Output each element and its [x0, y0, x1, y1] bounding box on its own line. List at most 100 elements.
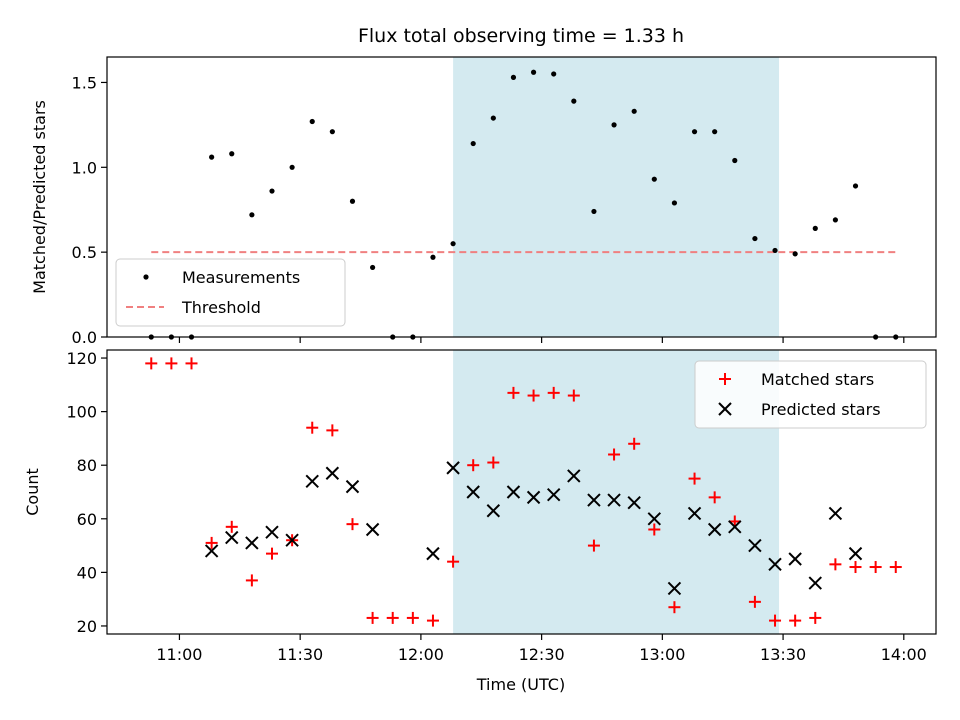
measurement-point: [631, 108, 637, 114]
predicted-star-point: [526, 490, 541, 505]
bottom-legend-box: [694, 360, 927, 429]
measurement-point: [852, 183, 859, 189]
matched-star-point: [507, 386, 520, 399]
measurement-point: [370, 264, 376, 271]
top-y-tick-label: 0.5: [72, 243, 97, 262]
measurement-point: [571, 98, 577, 104]
predicted-stars-legend-marker: [718, 402, 732, 416]
bottom-legend: Matched stars Predicted stars: [694, 360, 927, 429]
predicted-star-point: [667, 581, 682, 596]
predicted-star-point: [345, 479, 360, 494]
measurement-point: [671, 200, 678, 206]
x-tick-label: 14:00: [881, 645, 927, 664]
measurement-point: [551, 71, 557, 77]
predicted-star-point: [788, 552, 802, 566]
matched-star-point: [789, 614, 802, 627]
measurement-point: [752, 235, 758, 242]
matched-star-point: [829, 558, 842, 571]
matched-star-point: [769, 614, 782, 627]
bottom-y-tick-label: 20: [77, 617, 97, 636]
x-tick-label: 11:30: [277, 645, 323, 664]
measurement-point: [309, 118, 315, 125]
measurement-point: [349, 198, 356, 204]
top-highlight-span: [453, 57, 780, 337]
matched-stars-legend-label: Matched stars: [761, 370, 874, 389]
x-tick-label: 13:30: [760, 645, 806, 664]
matched-star-point: [185, 357, 198, 370]
predicted-star-point: [627, 496, 641, 510]
matched-star-point: [889, 561, 902, 574]
matched-star-point: [688, 472, 701, 485]
x-tick-label: 12:30: [519, 645, 565, 664]
predicted-star-point: [265, 525, 279, 539]
matched-star-point: [487, 456, 500, 469]
measurement-point: [651, 176, 657, 182]
top-plot-area: [148, 57, 899, 340]
x-tick-label: 13:00: [639, 645, 685, 664]
measurement-point: [530, 69, 537, 75]
predicted-star-point: [567, 469, 581, 483]
measurements-legend-marker: [143, 274, 149, 280]
predicted-star-point: [245, 536, 259, 550]
bottom-y-tick-label: 60: [77, 510, 97, 529]
measurement-point: [732, 157, 738, 164]
predicted-star-point: [486, 504, 501, 518]
measurement-point: [269, 188, 275, 194]
matched-star-point: [628, 437, 641, 450]
measurement-point: [832, 217, 838, 223]
matched-star-point: [608, 448, 621, 461]
measurement-point: [691, 129, 698, 135]
matched-star-point: [205, 536, 218, 549]
predicted-star-point: [828, 506, 843, 521]
chart-title: Flux total observing time = 1.33 h: [358, 25, 684, 47]
predicted-star-point: [546, 487, 561, 502]
measurement-point: [712, 129, 718, 135]
top-axes-frame: [106, 56, 937, 338]
x-axis-label: Time (UTC): [476, 675, 565, 694]
bottom-panel: 20 40 60 80 100 120 11:00 11:30 12:00 12:30 13:00…: [23, 349, 937, 694]
measurement-point: [289, 164, 295, 170]
measurement-point: [249, 212, 255, 218]
measurement-point: [430, 254, 436, 260]
matched-star-point: [306, 421, 319, 434]
bottom-axes-frame: [106, 349, 937, 635]
matched-star-point: [165, 357, 178, 370]
matched-star-point: [708, 491, 721, 504]
predicted-star-point: [204, 544, 219, 558]
predicted-star-point: [687, 506, 702, 521]
bottom-y-tick-label: 80: [77, 456, 97, 475]
predicted-star-point: [748, 538, 762, 553]
matched-star-point: [527, 389, 540, 402]
top-y-tick-label: 1.0: [72, 158, 97, 177]
matched-star-point: [587, 539, 600, 552]
bottom-y-tick-label: 40: [77, 563, 97, 582]
matched-star-point: [447, 555, 460, 568]
measurement-point: [611, 122, 617, 128]
measurement-point: [772, 247, 778, 254]
predicted-star-point: [466, 485, 480, 499]
predicted-star-point: [225, 530, 239, 545]
predicted-stars-legend-label: Predicted stars: [761, 400, 881, 419]
predicted-star-point: [848, 546, 863, 561]
predicted-star-point: [647, 512, 662, 526]
predicted-star-point: [808, 576, 822, 590]
matched-star-point: [547, 386, 560, 399]
matched-star-point: [386, 611, 399, 624]
matched-star-point: [467, 459, 480, 472]
measurement-point: [229, 151, 235, 157]
matched-star-point: [406, 611, 419, 624]
matched-star-point: [346, 518, 359, 531]
measurement-point: [792, 251, 798, 257]
matched-star-point: [245, 574, 258, 587]
matched-star-point: [809, 611, 822, 624]
top-y-tick-label: 1.5: [72, 73, 97, 92]
bottom-y-axis-label: Count: [23, 468, 42, 516]
matched-stars-legend-marker: [719, 373, 731, 385]
measurements-legend-label: Measurements: [182, 268, 300, 287]
x-tick-label: 12:00: [398, 645, 444, 664]
measurement-point: [450, 241, 456, 247]
measurement-point: [329, 129, 335, 135]
predicted-star-point: [768, 557, 782, 572]
matched-star-point: [849, 561, 862, 574]
